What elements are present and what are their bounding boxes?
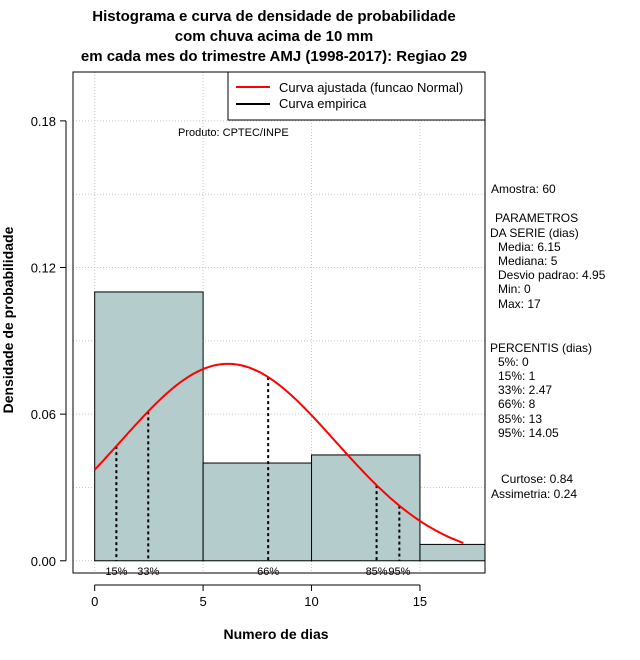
legend-label-normal: Curva ajustada (funcao Normal) [279, 80, 463, 95]
y-tick-label-3: 0.18 [31, 114, 56, 129]
histogram-bar-2 [311, 454, 421, 562]
chart-title-line-3: em cada mes do trimestre AMJ (1998-2017)… [81, 48, 467, 65]
stat-p85: 85%: 13 [498, 412, 542, 426]
x-tick-label-1: 5 [199, 594, 206, 609]
y-tick-label-0: 0.00 [31, 554, 56, 569]
bar-layer [94, 291, 486, 562]
percentile-label-95: 95% [388, 566, 410, 578]
stat-p15: 15%: 1 [498, 369, 536, 383]
stat-p5: 5%: 0 [498, 355, 529, 369]
stat-min: Min: 0 [498, 282, 531, 296]
x-tick-label-2: 10 [304, 594, 318, 609]
stat-assimetria: Assimetria: 0.24 [491, 487, 577, 501]
legend-box [227, 71, 486, 121]
percentile-label-66: 66% [257, 566, 279, 578]
stat-param-title-1: PARAMETROS [495, 211, 578, 225]
percentile-label-15: 15% [105, 566, 127, 578]
stat-p33: 33%: 2.47 [498, 383, 552, 397]
normal-curve [93, 362, 464, 544]
chart-title-line-1: Histograma e curva de densidade de proba… [92, 8, 455, 25]
stat-p95: 95%: 14.05 [498, 426, 559, 440]
x-axis-title: Numero de dias [223, 626, 328, 642]
legend-label-empirica: Curva empirica [279, 96, 367, 111]
stat-p66: 66%: 8 [498, 397, 536, 411]
axis-layer: 0 5 10 15 0.00 0.06 0.12 0.18 [31, 114, 427, 609]
legend: Curva ajustada (funcao Normal) Curva emp… [227, 71, 486, 121]
stat-curtose: Curtose: 0.84 [501, 472, 573, 486]
stat-desvio: Desvio padrao: 4.95 [498, 268, 606, 282]
y-tick-label-2: 0.12 [31, 261, 56, 276]
x-tick-label-0: 0 [91, 594, 98, 609]
chart-title-line-2: com chuva acima de 10 mm [175, 28, 373, 45]
percentile-label-33: 33% [137, 566, 159, 578]
stat-max: Max: 17 [498, 297, 541, 311]
stat-percentis-title: PERCENTIS (dias) [490, 341, 592, 355]
stat-param-title-2: DA SERIE (dias) [490, 226, 579, 240]
histogram-bar-1 [202, 462, 313, 562]
percentile-layer: 15% 33% 66% 85% 95% [105, 377, 411, 578]
histogram-bar-3 [419, 543, 486, 562]
stat-mediana: Mediana: 5 [498, 254, 558, 268]
stats-panel: Amostra: 60 PARAMETROS DA SERIE (dias) M… [490, 182, 606, 501]
y-axis-title: Densidade de probabilidade [0, 226, 16, 413]
percentile-label-85: 85% [366, 566, 388, 578]
stat-amostra: Amostra: 60 [491, 182, 556, 196]
x-tick-label-3: 15 [413, 594, 427, 609]
y-tick-label-1: 0.06 [31, 407, 56, 422]
curve-layer [93, 362, 464, 544]
product-label: Produto: CPTEC/INPE [178, 127, 289, 139]
stat-media: Media: 6.15 [498, 240, 561, 254]
